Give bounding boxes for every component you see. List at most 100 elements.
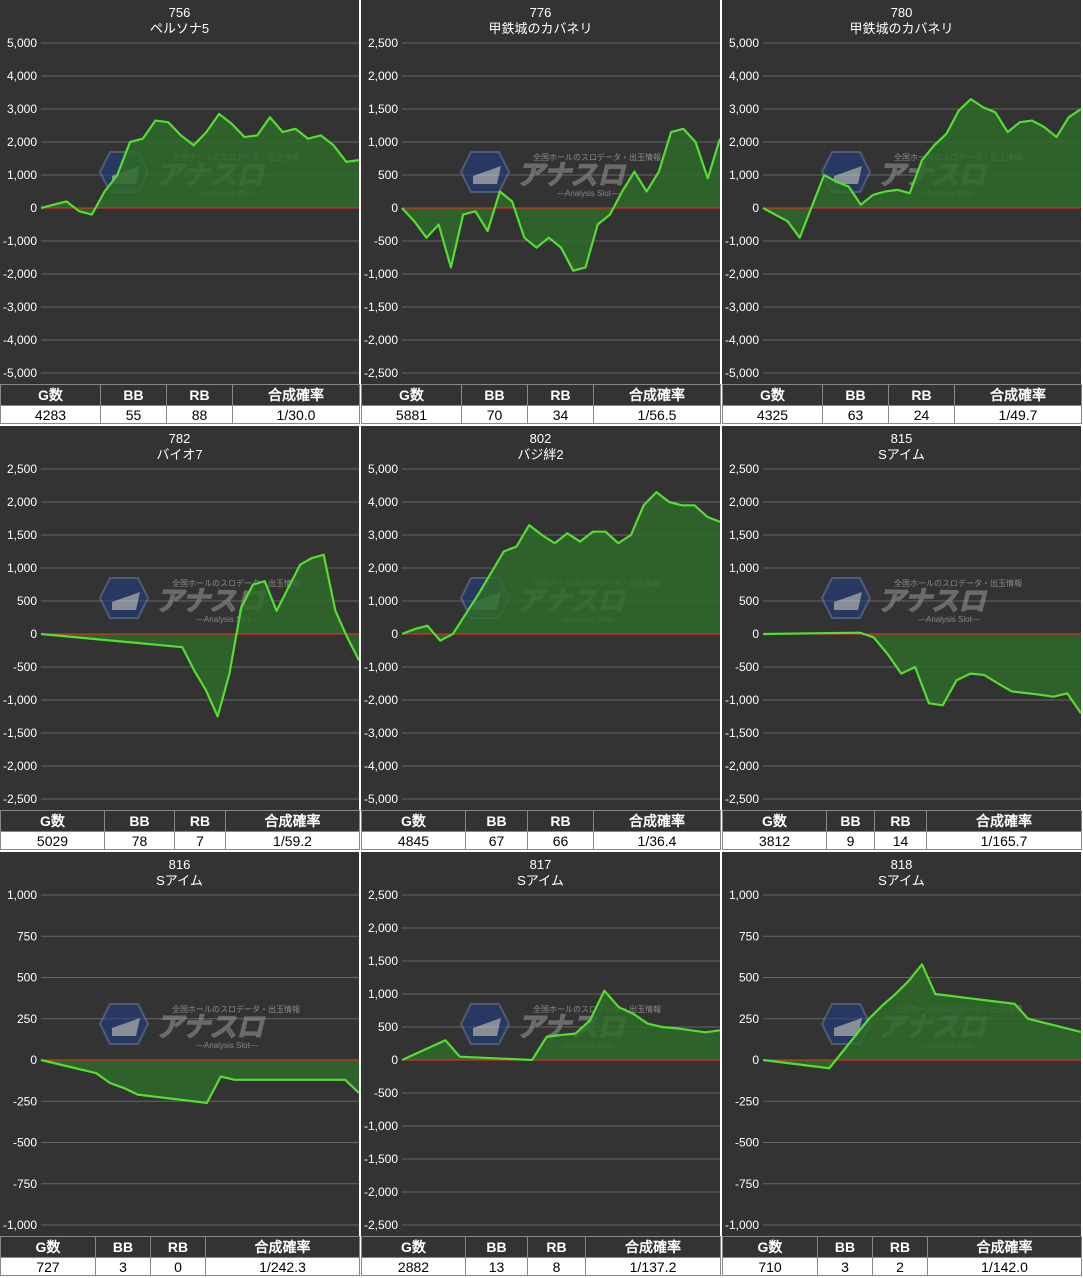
y-tick-label: -1,000 [3, 693, 37, 707]
y-tick-label: -5,000 [3, 366, 37, 380]
y-tick-label: -3,000 [364, 726, 398, 740]
y-tick-label: 500 [17, 971, 37, 985]
y-tick-label: 0 [391, 1053, 398, 1067]
y-tick-label: -500 [13, 660, 37, 674]
header-bb: BB [822, 384, 889, 406]
y-tick-label: -2,000 [725, 759, 759, 773]
y-tick-label: 2,500 [729, 462, 759, 476]
bb-count: 9 [826, 831, 875, 850]
chart-panel: 817 Sアイム 2,500 2,000 1,500 1,000 500 0 -500 -1,00… [361, 852, 721, 1276]
chart-panel: 816 Sアイム 1,000 750 500 250 0 -250 -500 -750 -1,000… [0, 852, 360, 1276]
header-rate: 合成確率 [593, 810, 721, 832]
header-rb: RB [872, 1236, 928, 1258]
y-tick-label: 1,000 [7, 888, 37, 902]
y-tick-label: 1,000 [368, 135, 398, 149]
y-tick-label: 0 [752, 627, 759, 641]
series-line [40, 112, 359, 216]
y-tick-label: 0 [30, 1053, 37, 1067]
watermark-tagline: 全国ホールのスロデータ・出玉情報 [894, 578, 1022, 588]
combined-rate: 1/30.0 [232, 405, 360, 424]
watermark-sub: —Analysis Slot— [918, 615, 980, 624]
watermark-wing-icon [834, 166, 862, 184]
header-rate: 合成確率 [232, 384, 360, 406]
y-tick-label: -2,000 [364, 693, 398, 707]
header-rb: RB [527, 1236, 586, 1258]
combined-rate: 1/56.5 [593, 405, 721, 424]
machine-name: ペルソナ5 [150, 21, 209, 36]
machine-number: 776 [530, 5, 552, 20]
y-tick-label: -1,000 [725, 234, 759, 248]
bb-count: 3 [817, 1257, 873, 1276]
watermark-wing-icon [112, 1018, 140, 1036]
area-fill [41, 1060, 359, 1103]
y-tick-label: 750 [739, 929, 759, 943]
area-fill [763, 632, 1081, 714]
y-tick-label: -500 [735, 1136, 759, 1150]
y-tick-label: -2,500 [364, 1218, 398, 1232]
header-rb: RB [150, 1236, 206, 1258]
y-tick-label: -500 [735, 660, 759, 674]
watermark-wing-icon [834, 592, 862, 610]
y-tick-label: -1,000 [364, 660, 398, 674]
header-rate: 合成確率 [585, 1236, 721, 1258]
machine-number: 815 [891, 431, 913, 446]
y-tick-label: -2,000 [3, 267, 37, 281]
y-tick-label: 3,000 [729, 102, 759, 116]
header-rate: 合成確率 [954, 384, 1082, 406]
header-rate: 合成確率 [927, 1236, 1082, 1258]
watermark-brand: アナスロ [517, 160, 626, 190]
y-tick-label: 2,000 [729, 135, 759, 149]
y-tick-label: -250 [13, 1094, 37, 1108]
y-tick-label: 1,000 [729, 168, 759, 182]
machine-name: Sアイム [156, 873, 203, 888]
combined-rate: 1/242.3 [205, 1257, 360, 1276]
y-tick-label: 2,000 [7, 135, 37, 149]
rb-count: 88 [166, 405, 233, 424]
header-bb: BB [95, 1236, 151, 1258]
machine-number: 780 [891, 5, 913, 20]
y-tick-label: -250 [735, 1094, 759, 1108]
header-g: G数 [361, 1236, 466, 1258]
bb-count: 70 [461, 405, 528, 424]
y-tick-label: 500 [739, 594, 759, 608]
watermark-wing-icon [112, 592, 140, 610]
stats-table: G数 BB RB 合成確率 710 3 2 1/142.0 [722, 1236, 1082, 1276]
y-tick-label: -2,500 [364, 366, 398, 380]
watermark-sub: —Analysis Slot— [196, 1041, 258, 1050]
rb-count: 7 [174, 831, 226, 850]
machine-name: バジ絆2 [517, 447, 563, 462]
stats-table: G数 BB RB 合成確率 4845 67 66 1/36.4 [361, 810, 721, 850]
watermark-wing-icon [834, 1018, 862, 1036]
y-tick-label: 1,000 [368, 594, 398, 608]
y-tick-label: -1,500 [3, 726, 37, 740]
combined-rate: 1/59.2 [225, 831, 360, 850]
y-tick-label: -500 [13, 1136, 37, 1150]
y-tick-label: 2,000 [368, 561, 398, 575]
y-tick-label: 2,000 [7, 495, 37, 509]
stats-table: G数 BB RB 合成確率 4325 63 24 1/49.7 [722, 384, 1082, 424]
header-rate: 合成確率 [205, 1236, 360, 1258]
y-tick-label: 0 [30, 201, 37, 215]
watermark-sub: —Analysis Slot— [196, 615, 258, 624]
header-rate: 合成確率 [225, 810, 360, 832]
machine-number: 817 [530, 857, 552, 872]
header-g: G数 [0, 1236, 96, 1258]
header-rb: RB [166, 384, 233, 406]
header-g: G数 [361, 384, 462, 406]
y-tick-label: 0 [752, 1053, 759, 1067]
bb-count: 3 [95, 1257, 151, 1276]
y-tick-label: 500 [378, 1020, 398, 1034]
header-bb: BB [100, 384, 167, 406]
y-tick-label: 5,000 [7, 36, 37, 50]
rb-count: 8 [527, 1257, 586, 1276]
y-tick-label: 0 [30, 627, 37, 641]
combined-rate: 1/49.7 [954, 405, 1082, 424]
g-count: 710 [722, 1257, 818, 1276]
y-tick-label: 250 [739, 1012, 759, 1026]
y-tick-label: 4,000 [729, 69, 759, 83]
